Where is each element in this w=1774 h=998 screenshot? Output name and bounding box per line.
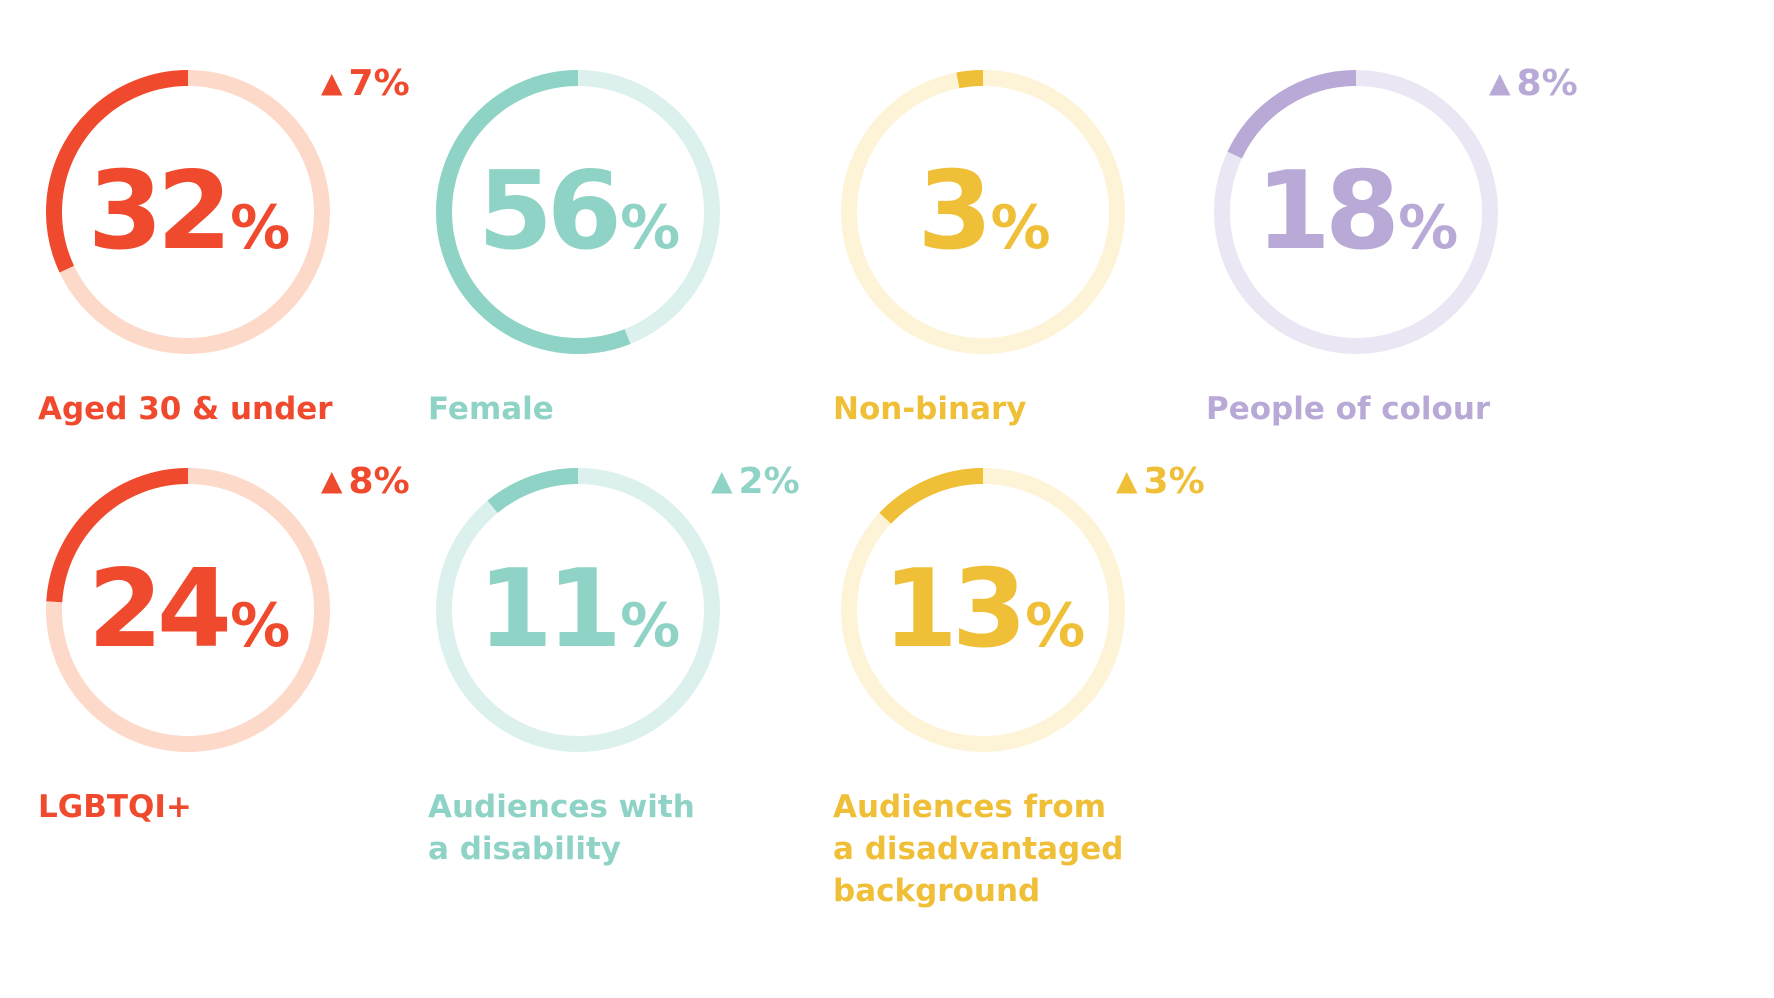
change-indicator: ▲ 2% — [711, 464, 800, 500]
stat-value-unit: % — [620, 591, 680, 661]
stat-value-unit: % — [990, 193, 1051, 263]
change-value: 3% — [1143, 461, 1205, 502]
change-indicator: ▲ 3% — [1116, 464, 1205, 500]
stat-label-line: a disability — [428, 831, 621, 867]
stat-label-line: Aged 30 & under — [38, 391, 333, 427]
donut-arc — [1214, 70, 1498, 354]
triangle-up-icon: ▲ — [711, 464, 733, 497]
stat-card-lgbtqi: 24% ▲ 8% LGBTQI+ — [38, 460, 458, 900]
donut-ring — [841, 468, 1125, 752]
stat-value: 13% — [833, 556, 1133, 664]
stat-label-line: People of colour — [1206, 391, 1491, 427]
stat-value-unit: % — [620, 193, 680, 263]
stat-label-line: background — [833, 873, 1041, 909]
triangle-up-icon: ▲ — [1489, 66, 1511, 99]
stat-value-number: 11 — [477, 547, 622, 672]
stat-value: 32% — [38, 158, 338, 266]
stat-label: LGBTQI+ — [38, 786, 398, 828]
donut-arc — [841, 70, 1125, 354]
stat-label: Aged 30 & under — [38, 388, 398, 430]
triangle-up-icon: ▲ — [1116, 464, 1138, 497]
donut-ring — [436, 70, 720, 354]
stat-label-line: Non-binary — [833, 391, 1027, 427]
change-value: 8% — [348, 461, 410, 502]
donut-arc — [841, 468, 1125, 752]
stat-card-disability: 11% ▲ 2% Audiences with a disability — [428, 460, 848, 900]
stat-label-line: a disadvantaged — [833, 831, 1124, 867]
change-indicator: ▲ 8% — [321, 464, 410, 500]
donut-arc — [436, 468, 720, 752]
stat-card-female: 56% Female — [428, 62, 848, 502]
stat-label: People of colour — [1206, 388, 1566, 430]
donut-ring — [436, 468, 720, 752]
change-value: 8% — [1516, 63, 1578, 104]
change-indicator: ▲ 8% — [1489, 66, 1578, 102]
stat-value: 3% — [833, 158, 1133, 266]
stat-label-line: Female — [428, 391, 554, 427]
donut-arc — [46, 468, 330, 752]
stat-label: Female — [428, 388, 788, 430]
stat-label-line: LGBTQI+ — [38, 789, 192, 825]
change-indicator: ▲ 7% — [321, 66, 410, 102]
stat-value-number: 32 — [87, 149, 232, 274]
change-value: 2% — [738, 461, 800, 502]
stat-value-number: 13 — [882, 547, 1027, 672]
stat-value: 24% — [38, 556, 338, 664]
stat-value: 18% — [1206, 158, 1506, 266]
donut-arc — [46, 70, 330, 354]
stat-card-disadvantaged: 13% ▲ 3% Audiences from a disadvantaged backg… — [833, 460, 1253, 910]
stat-value-number: 24 — [87, 547, 232, 672]
triangle-up-icon: ▲ — [321, 66, 343, 99]
change-value: 7% — [348, 63, 410, 104]
stat-card-aged-30-under: 32% ▲ 7% Aged 30 & under — [38, 62, 458, 502]
stat-label: Non-binary — [833, 388, 1193, 430]
stat-value-number: 3 — [917, 149, 992, 274]
stat-value: 56% — [428, 158, 728, 266]
stat-value-number: 18 — [1255, 149, 1400, 274]
stat-value-unit: % — [1398, 193, 1458, 263]
stat-label-line: Audiences with — [428, 789, 695, 825]
stat-card-people-of-colour: 18% ▲ 8% People of colour — [1206, 62, 1626, 502]
donut-ring — [46, 70, 330, 354]
stat-label-line: Audiences from — [833, 789, 1106, 825]
stat-value-unit: % — [230, 193, 290, 263]
stat-value-unit: % — [1025, 591, 1085, 661]
stat-value: 11% — [428, 556, 728, 664]
donut-arc — [436, 70, 720, 354]
donut-ring — [1214, 70, 1498, 354]
donut-ring — [841, 70, 1125, 354]
stat-label: Audiences from a disadvantaged background — [833, 786, 1193, 912]
stat-value-unit: % — [230, 591, 290, 661]
stat-value-number: 56 — [477, 149, 622, 274]
triangle-up-icon: ▲ — [321, 464, 343, 497]
donut-ring — [46, 468, 330, 752]
stat-card-non-binary: 3% Non-binary — [833, 62, 1253, 502]
stat-label: Audiences with a disability — [428, 786, 788, 870]
